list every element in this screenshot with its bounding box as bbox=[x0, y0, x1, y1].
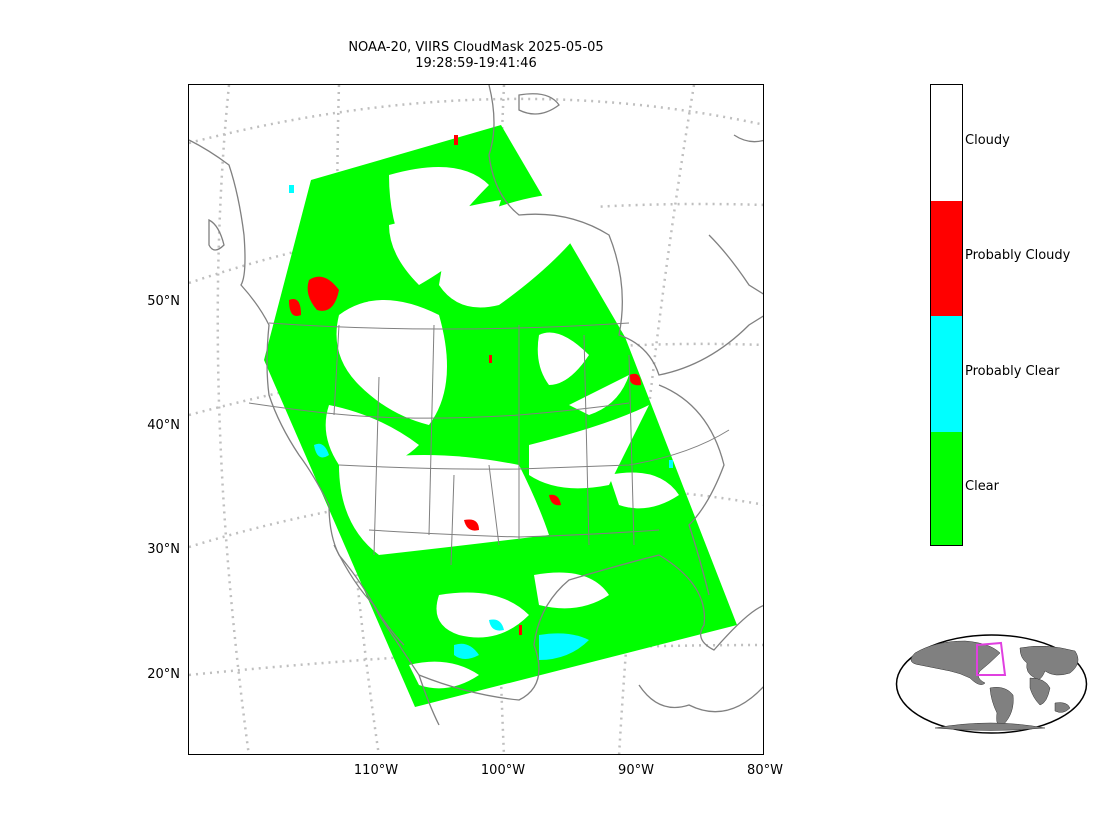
map-title-line2: 19:28:59-19:41:46 bbox=[415, 56, 537, 71]
lon-label-80: 80°W bbox=[747, 763, 783, 778]
globe-inset bbox=[895, 633, 1088, 735]
lat-label-20: 20°N bbox=[147, 667, 180, 682]
colorbar-label-cloudy: Cloudy bbox=[965, 133, 1010, 148]
lon-label-100: 100°W bbox=[480, 763, 526, 778]
lat-label-30: 30°N bbox=[147, 542, 180, 557]
colorbar bbox=[930, 84, 963, 546]
colorbar-label-probably-clear: Probably Clear bbox=[965, 364, 1060, 379]
colorbar-label-probably-cloudy: Probably Cloudy bbox=[965, 248, 1071, 263]
inset-swath-box bbox=[976, 641, 1007, 676]
coastlines bbox=[189, 85, 763, 726]
map-title: NOAA-20, VIIRS CloudMask 2025-05-05 19:2… bbox=[188, 40, 764, 72]
colorbar-swatch-cloudy bbox=[931, 85, 962, 201]
lat-label-50: 50°N bbox=[147, 294, 180, 309]
lon-label-90: 90°W bbox=[618, 763, 654, 778]
map-title-line1: NOAA-20, VIIRS CloudMask 2025-05-05 bbox=[348, 40, 604, 55]
swath-cloudy bbox=[325, 167, 679, 689]
state-borders bbox=[248, 322, 730, 566]
lon-label-110: 110°W bbox=[353, 763, 399, 778]
colorbar-label-clear: Clear bbox=[965, 479, 999, 494]
colorbar-swatch-clear bbox=[931, 432, 962, 545]
swath-probably-clear bbox=[289, 185, 673, 660]
lat-label-40: 40°N bbox=[147, 418, 180, 433]
swath-probably-cloudy bbox=[289, 135, 641, 635]
map-panel bbox=[188, 84, 764, 755]
colorbar-swatch-probably-clear bbox=[931, 316, 962, 432]
colorbar-swatch-probably-cloudy bbox=[931, 201, 962, 316]
map-canvas bbox=[189, 85, 763, 754]
